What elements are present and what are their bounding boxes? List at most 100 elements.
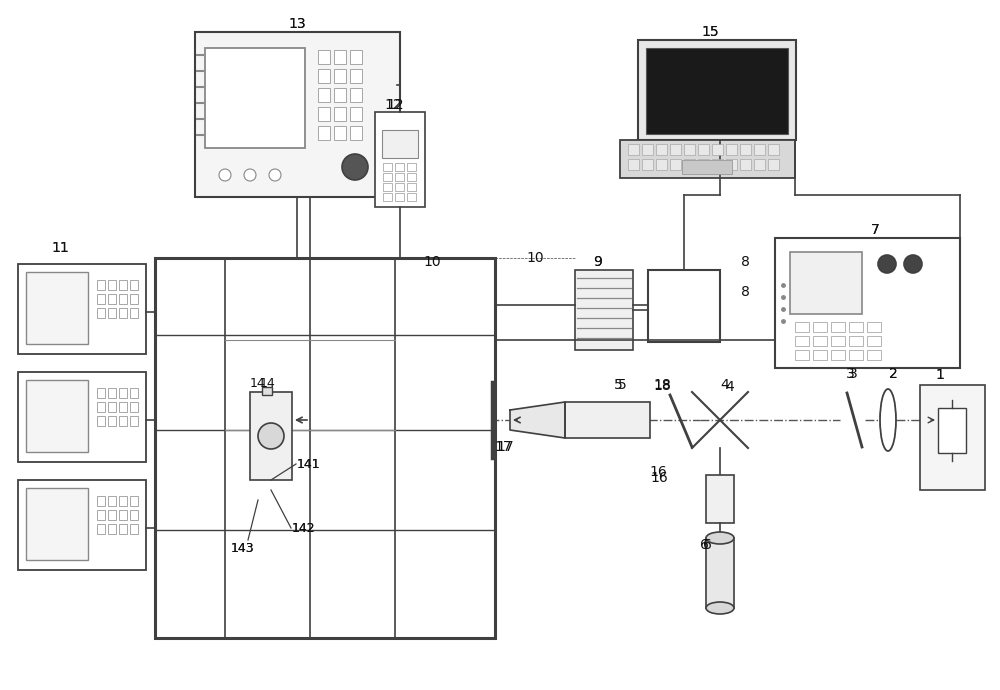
Bar xyxy=(130,388,138,398)
Text: 15: 15 xyxy=(701,25,719,39)
Bar xyxy=(867,350,881,360)
Bar xyxy=(119,510,127,520)
Bar xyxy=(656,144,667,155)
Bar xyxy=(97,416,105,426)
Bar xyxy=(97,510,105,520)
Bar xyxy=(795,322,809,332)
Bar xyxy=(108,524,116,534)
Bar xyxy=(656,159,667,170)
Bar xyxy=(628,144,639,155)
Bar xyxy=(350,50,362,64)
Bar xyxy=(334,126,346,140)
Bar xyxy=(108,280,116,290)
Text: 143: 143 xyxy=(230,542,254,555)
Bar xyxy=(205,48,305,148)
Ellipse shape xyxy=(706,532,734,544)
Bar xyxy=(698,159,709,170)
Bar xyxy=(740,159,751,170)
Bar xyxy=(407,193,416,201)
Bar xyxy=(318,69,330,83)
Text: 4: 4 xyxy=(721,378,729,392)
Bar xyxy=(119,496,127,506)
Text: 5: 5 xyxy=(614,378,622,392)
Bar xyxy=(813,322,827,332)
Text: 13: 13 xyxy=(288,17,306,31)
Bar xyxy=(382,130,418,158)
Bar xyxy=(395,173,404,181)
Bar xyxy=(97,496,105,506)
Bar xyxy=(350,126,362,140)
Text: 10: 10 xyxy=(423,255,441,269)
Text: 14: 14 xyxy=(250,377,266,389)
Bar xyxy=(97,402,105,412)
Bar xyxy=(334,88,346,102)
Bar xyxy=(383,193,392,201)
Text: 2: 2 xyxy=(889,367,897,381)
Text: 7: 7 xyxy=(871,223,879,237)
Text: 8: 8 xyxy=(741,285,749,299)
Circle shape xyxy=(342,154,368,180)
Text: 6: 6 xyxy=(700,538,708,552)
Bar xyxy=(706,475,734,523)
Bar xyxy=(565,402,650,438)
Text: 4: 4 xyxy=(726,380,734,394)
Bar xyxy=(670,144,681,155)
Bar xyxy=(831,350,845,360)
Bar xyxy=(108,294,116,304)
Bar xyxy=(97,294,105,304)
Bar xyxy=(642,159,653,170)
Text: 12: 12 xyxy=(384,98,402,112)
Text: 1: 1 xyxy=(936,368,944,382)
Text: 18: 18 xyxy=(653,378,671,392)
Bar xyxy=(108,388,116,398)
Bar xyxy=(350,88,362,102)
Bar xyxy=(18,372,146,462)
Bar xyxy=(849,336,863,346)
Text: 143: 143 xyxy=(230,542,254,555)
Bar xyxy=(682,160,732,174)
Bar xyxy=(318,126,330,140)
Bar xyxy=(130,402,138,412)
Bar xyxy=(642,144,653,155)
Bar xyxy=(26,380,88,452)
Text: 12: 12 xyxy=(386,98,404,112)
Bar xyxy=(790,252,862,314)
Text: 3: 3 xyxy=(846,367,854,381)
Bar xyxy=(407,183,416,191)
Bar xyxy=(108,416,116,426)
Bar xyxy=(726,159,737,170)
Bar xyxy=(350,107,362,121)
Bar xyxy=(108,308,116,318)
Bar xyxy=(375,112,425,207)
Bar xyxy=(250,392,292,480)
Bar xyxy=(383,163,392,171)
Bar xyxy=(119,402,127,412)
Bar xyxy=(334,69,346,83)
Text: 1: 1 xyxy=(936,368,944,382)
Bar xyxy=(97,308,105,318)
Text: 7: 7 xyxy=(871,223,879,237)
Bar xyxy=(119,308,127,318)
Bar xyxy=(628,159,639,170)
Bar xyxy=(119,416,127,426)
Text: 15: 15 xyxy=(701,25,719,39)
Bar xyxy=(318,88,330,102)
Bar xyxy=(813,350,827,360)
Bar xyxy=(395,183,404,191)
Text: 18: 18 xyxy=(653,379,671,393)
Bar xyxy=(395,193,404,201)
Bar xyxy=(130,510,138,520)
Bar xyxy=(712,159,723,170)
Bar xyxy=(119,388,127,398)
Text: 9: 9 xyxy=(594,255,602,269)
Polygon shape xyxy=(510,402,565,438)
Bar xyxy=(97,524,105,534)
Bar xyxy=(867,322,881,332)
Bar xyxy=(813,336,827,346)
Circle shape xyxy=(904,255,922,273)
Bar xyxy=(155,258,495,638)
Bar xyxy=(334,50,346,64)
Text: 142: 142 xyxy=(291,522,315,535)
Bar xyxy=(119,280,127,290)
Bar xyxy=(130,416,138,426)
